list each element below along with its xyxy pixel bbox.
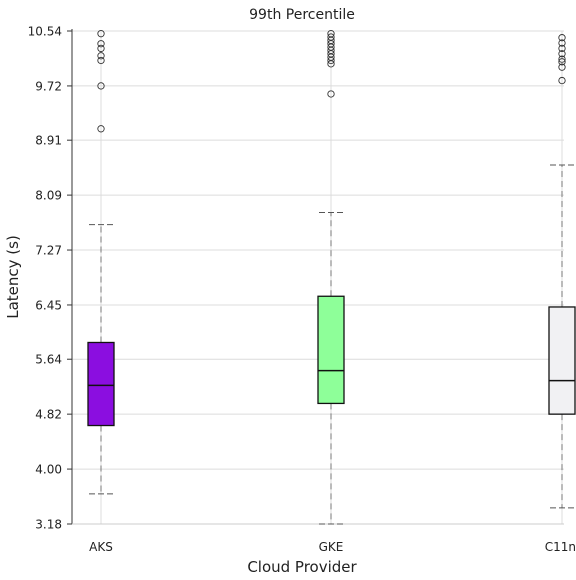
outlier-point [558, 76, 566, 85]
box-gke [317, 30, 345, 525]
grid-lines [72, 30, 564, 525]
x-tick-label: GKE [319, 540, 344, 554]
y-axis-label: Latency (s) [4, 235, 22, 319]
outlier-point [558, 58, 566, 66]
outlier-point [97, 44, 105, 53]
x-tick-label: AKS [89, 540, 113, 554]
y-tick-label: 9.72 [35, 79, 62, 93]
box-c11n [548, 34, 576, 509]
y-tick-label: 8.91 [35, 134, 62, 148]
axes: 3.18 4.00 4.82 5.64 6.45 7.27 8.09 8.91 9.72 10.5… [28, 25, 576, 555]
y-tick-label: 10.54 [28, 25, 62, 39]
y-tick-label: 6.45 [35, 298, 62, 312]
chart-text: 99th Percentile Cloud Provider Latency (… [4, 7, 358, 576]
iqr-box [548, 306, 576, 415]
outlier-point [97, 56, 105, 65]
outlier-point [97, 82, 105, 90]
outlier-point [97, 40, 105, 48]
iqr-box [317, 295, 345, 405]
outlier-point [97, 125, 105, 133]
outlier-point [327, 33, 335, 41]
iqr-box [87, 341, 115, 427]
y-tick-label: 7.27 [35, 244, 62, 258]
outlier-point [97, 30, 105, 38]
outlier-point [558, 50, 566, 58]
y-tick-label: 3.18 [35, 518, 62, 532]
y-tick-label: 4.00 [35, 463, 62, 477]
outlier-point [558, 55, 566, 63]
outlier-point [558, 34, 566, 42]
outlier-point [327, 90, 335, 98]
box-aks [87, 30, 115, 495]
x-tick-label: C11n [545, 540, 576, 554]
outlier-point [558, 44, 566, 53]
outlier-point [97, 52, 105, 60]
chart-title: 99th Percentile [249, 7, 355, 23]
y-tick-label: 4.82 [35, 408, 62, 422]
y-tick-label: 5.64 [35, 353, 62, 367]
boxes [87, 30, 576, 525]
outlier-point [558, 63, 566, 71]
outlier-point [327, 30, 335, 38]
y-tick-label: 8.09 [35, 189, 62, 203]
x-axis-label: Cloud Provider [247, 558, 357, 576]
outlier-point [558, 39, 566, 47]
